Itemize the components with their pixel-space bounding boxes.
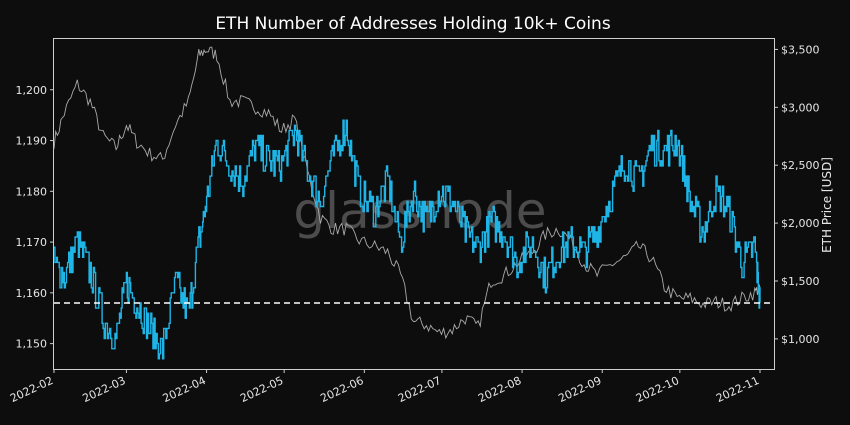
right-axis-label: ETH Price [USD] bbox=[820, 157, 834, 253]
plot-frame bbox=[53, 38, 775, 370]
left-tick-label: 1,200 bbox=[16, 84, 48, 97]
right-tick-label: $1,000 bbox=[781, 333, 820, 346]
left-tick-label: 1,170 bbox=[16, 236, 48, 249]
addresses-line bbox=[54, 119, 761, 360]
right-tick-label: $2,500 bbox=[781, 159, 820, 172]
chart-title: ETH Number of Addresses Holding 10k+ Coi… bbox=[215, 14, 611, 34]
price-series bbox=[53, 46, 761, 340]
price-line bbox=[53, 46, 761, 340]
left-tick-label: 1,190 bbox=[16, 135, 48, 148]
right-tick-label: $1,500 bbox=[781, 275, 820, 288]
left-axis: 1,150 1,160 1,170 1,180 1,190 1,200 bbox=[16, 84, 54, 351]
right-axis: $1,000 $1,500 $2,000 $2,500 $3,000 $3,500 bbox=[774, 43, 820, 346]
right-tick-label: $2,000 bbox=[781, 217, 820, 230]
addresses-series bbox=[54, 119, 761, 360]
right-tick-label: $3,000 bbox=[781, 101, 820, 114]
left-tick-label: 1,160 bbox=[16, 287, 48, 300]
left-tick-label: 1,150 bbox=[16, 338, 48, 351]
left-tick-label: 1,180 bbox=[16, 185, 48, 198]
watermark: glassnode bbox=[293, 182, 546, 240]
right-tick-label: $3,500 bbox=[781, 43, 820, 56]
